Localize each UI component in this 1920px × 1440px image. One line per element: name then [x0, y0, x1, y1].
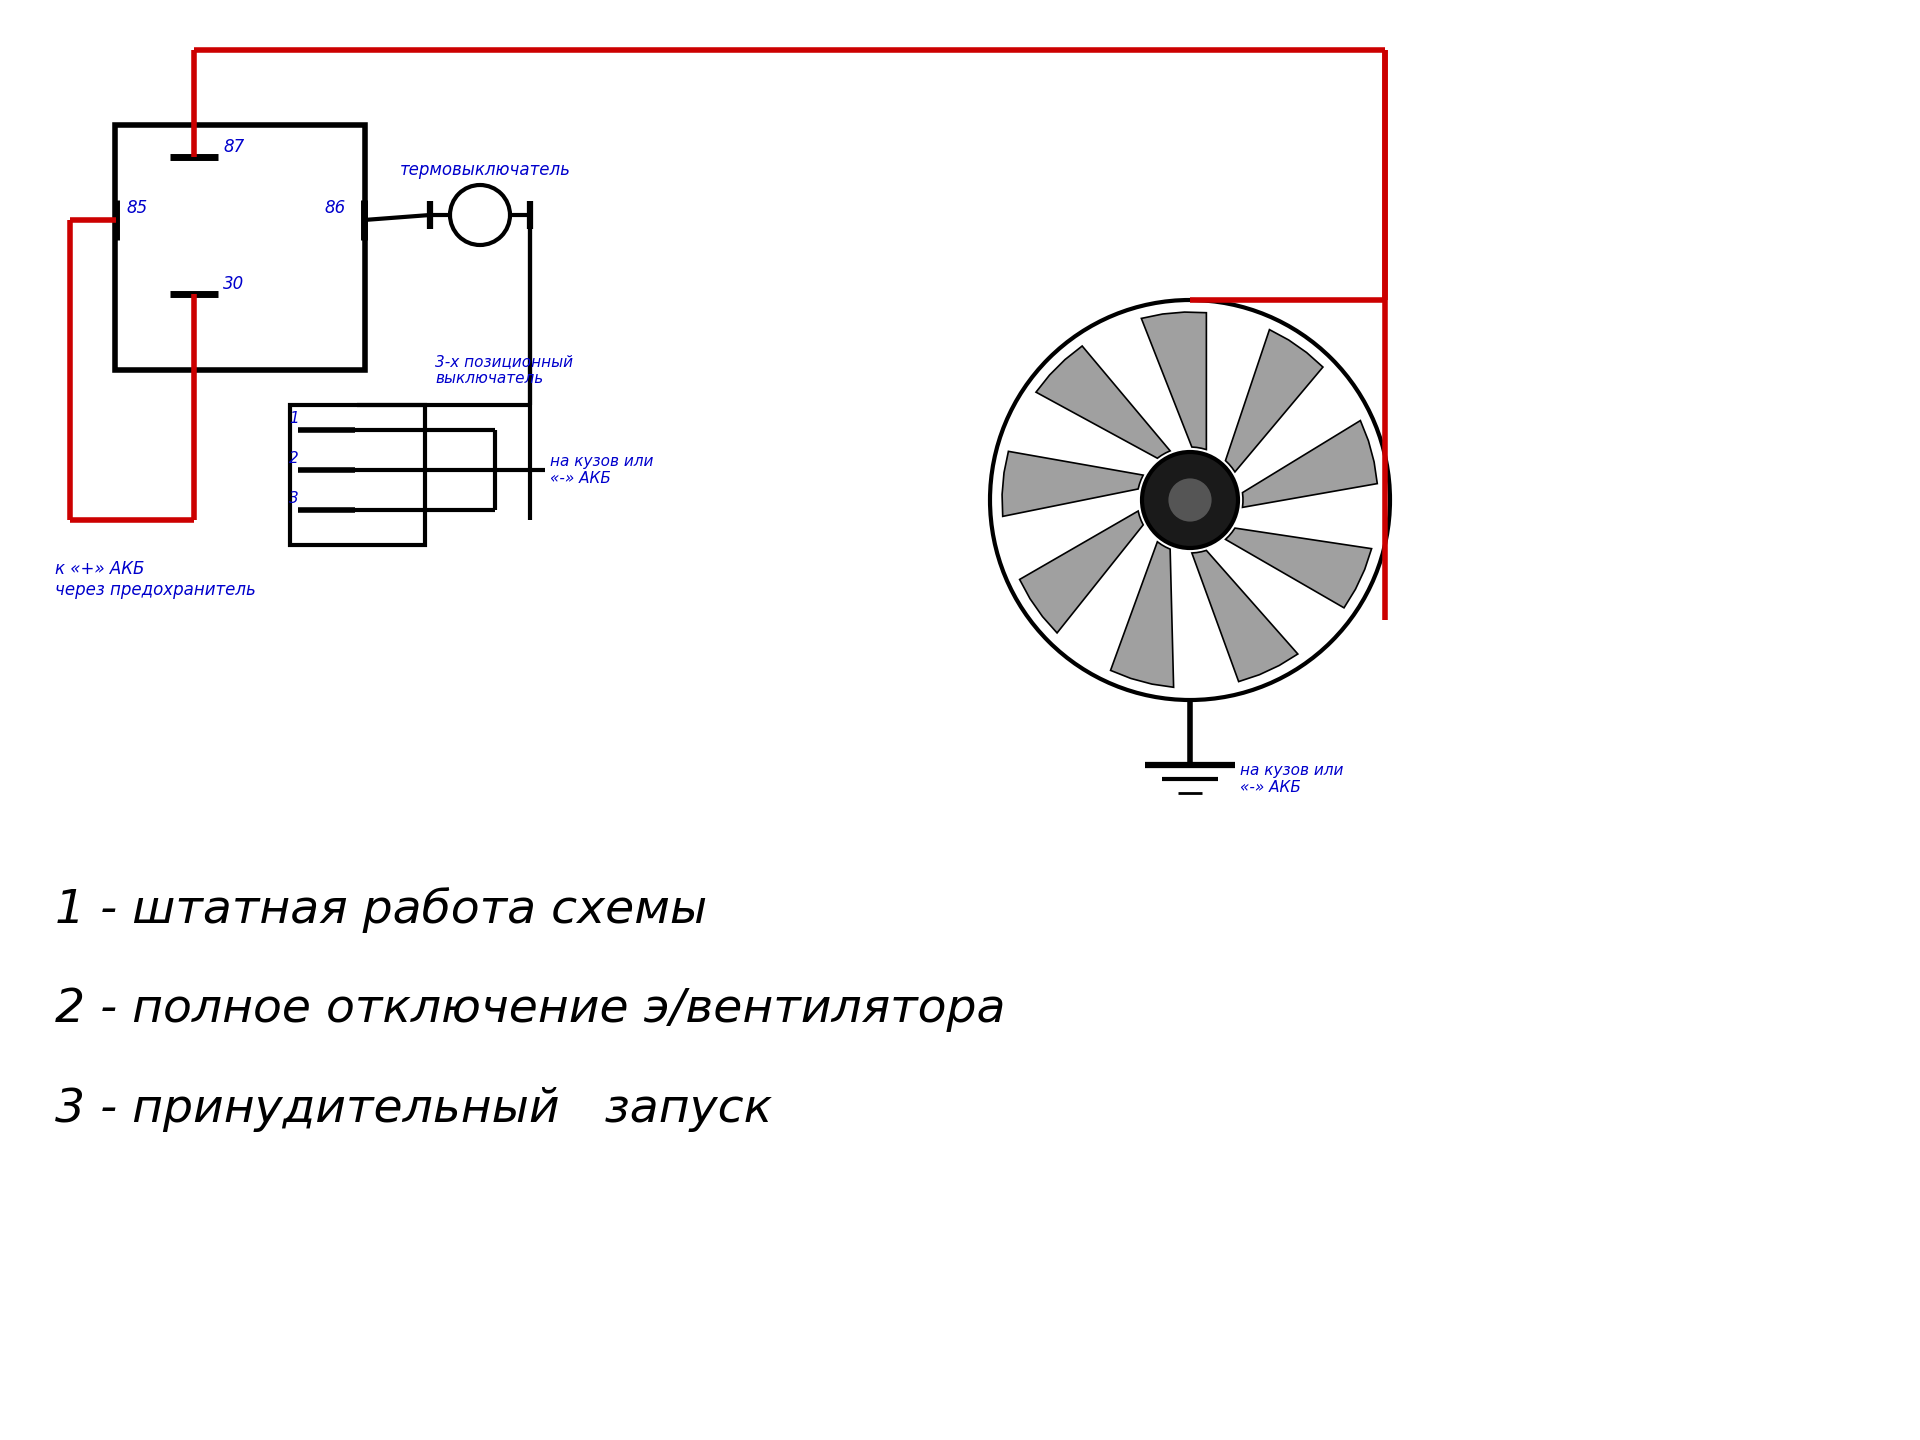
Text: 3 - принудительный   запуск: 3 - принудительный запуск — [56, 1087, 772, 1132]
Text: к «+» АКБ
через предохранитель: к «+» АКБ через предохранитель — [56, 560, 255, 599]
Text: 85: 85 — [127, 199, 148, 217]
Circle shape — [991, 300, 1390, 700]
Text: 3: 3 — [290, 491, 300, 505]
Polygon shape — [1225, 528, 1371, 608]
Text: на кузов или
«-» АКБ: на кузов или «-» АКБ — [549, 454, 653, 487]
Text: 3-х позиционный
выключатель: 3-х позиционный выключатель — [436, 354, 572, 386]
Text: на кузов или
«-» АКБ: на кузов или «-» АКБ — [1240, 763, 1344, 795]
Text: 30: 30 — [223, 275, 244, 292]
Bar — [115, 125, 365, 370]
Text: 1: 1 — [290, 410, 300, 425]
Text: термовыключатель: термовыключатель — [399, 161, 570, 179]
Polygon shape — [1002, 451, 1142, 517]
Polygon shape — [1225, 330, 1323, 472]
Bar — [290, 405, 424, 544]
Text: 87: 87 — [223, 138, 244, 156]
Text: 86: 86 — [324, 199, 346, 217]
Circle shape — [1142, 452, 1238, 549]
Text: 2: 2 — [290, 451, 300, 465]
Polygon shape — [1020, 511, 1142, 634]
Polygon shape — [1192, 550, 1298, 681]
Polygon shape — [1037, 346, 1169, 458]
Polygon shape — [1110, 541, 1173, 687]
Text: 2 - полное отключение э/вентилятора: 2 - полное отключение э/вентилятора — [56, 988, 1006, 1032]
Text: 1 - штатная работа схемы: 1 - штатная работа схемы — [56, 887, 707, 933]
Circle shape — [1169, 478, 1212, 521]
Polygon shape — [1140, 312, 1206, 449]
Polygon shape — [1242, 420, 1377, 507]
